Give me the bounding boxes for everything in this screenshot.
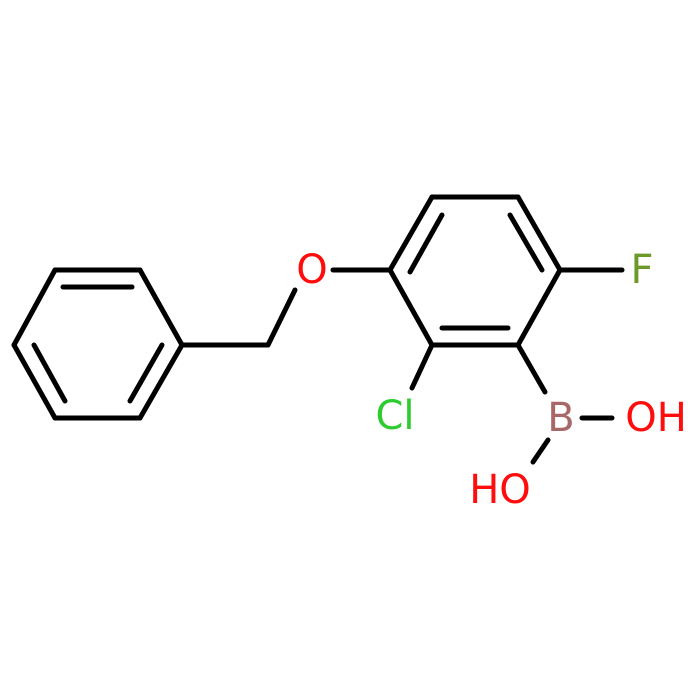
- atom-label: B: [547, 395, 574, 441]
- bond: [530, 437, 551, 465]
- atom-label: F: [630, 247, 653, 293]
- bonds: [11, 194, 625, 465]
- atom-label: OH: [625, 395, 687, 441]
- bond: [11, 267, 58, 348]
- atom-labels: O F Cl B OH HO: [296, 247, 687, 513]
- bond: [11, 342, 58, 421]
- inner-bond: [127, 342, 165, 404]
- bond: [265, 287, 298, 348]
- atom-label: HO: [469, 467, 531, 513]
- bond: [137, 267, 185, 348]
- bond: [387, 267, 435, 348]
- bond: [387, 194, 435, 273]
- inner-bond: [31, 342, 68, 404]
- bond: [515, 342, 548, 395]
- bond: [515, 194, 563, 273]
- atom-label: O: [296, 247, 327, 293]
- atom-label: Cl: [375, 393, 414, 439]
- inner-bond: [507, 212, 545, 273]
- bond: [409, 342, 435, 391]
- bond: [137, 342, 185, 421]
- inner-bond: [407, 212, 445, 275]
- bond: [515, 267, 563, 348]
